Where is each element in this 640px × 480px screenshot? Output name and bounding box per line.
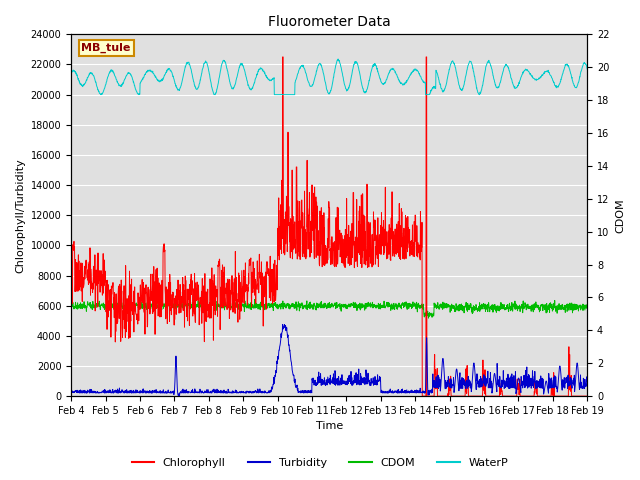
X-axis label: Time: Time	[316, 421, 343, 432]
Title: Fluorometer Data: Fluorometer Data	[268, 15, 390, 29]
Y-axis label: CDOM: CDOM	[615, 198, 625, 232]
Text: MB_tule: MB_tule	[81, 43, 131, 53]
Y-axis label: Chlorophyll/Turbidity: Chlorophyll/Turbidity	[15, 158, 25, 273]
Legend: Chlorophyll, Turbidity, CDOM, WaterP: Chlorophyll, Turbidity, CDOM, WaterP	[127, 453, 513, 472]
